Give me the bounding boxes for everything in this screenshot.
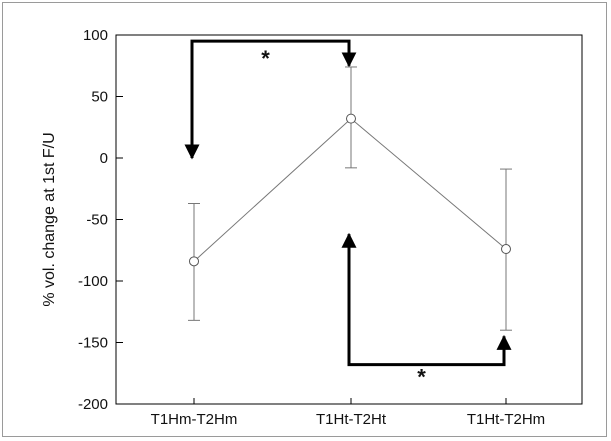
significance-marker: * bbox=[417, 365, 426, 390]
significance-bracket bbox=[341, 232, 512, 367]
figure-frame bbox=[2, 2, 607, 437]
y-tick-label: -150 bbox=[78, 335, 108, 352]
data-point bbox=[189, 256, 199, 267]
significance-bracket bbox=[184, 39, 357, 160]
y-tick-label: -100 bbox=[78, 273, 108, 290]
y-tick-label: -50 bbox=[86, 212, 108, 229]
y-axis-ticks: 100 50 0 -50 -100 -150 -200 bbox=[78, 27, 123, 413]
x-axis-categories: T1Hm-T2Hm T1Ht-T2Ht T1Ht-T2Hm bbox=[151, 398, 545, 428]
x-category-label: T1Ht-T2Ht bbox=[316, 411, 387, 428]
significance-marker: * bbox=[261, 46, 270, 71]
y-tick-label: 0 bbox=[100, 150, 108, 167]
data-point bbox=[501, 244, 511, 255]
annotations: ** bbox=[184, 39, 512, 390]
data-point bbox=[346, 113, 356, 124]
y-tick-label: 50 bbox=[91, 89, 108, 106]
x-category-label: T1Hm-T2Hm bbox=[151, 411, 238, 428]
x-category-label: T1Ht-T2Hm bbox=[467, 411, 545, 428]
y-tick-label: 100 bbox=[83, 27, 108, 44]
y-tick-label: -200 bbox=[78, 396, 108, 413]
y-axis-label: % vol. change at 1st F/U bbox=[41, 132, 58, 306]
